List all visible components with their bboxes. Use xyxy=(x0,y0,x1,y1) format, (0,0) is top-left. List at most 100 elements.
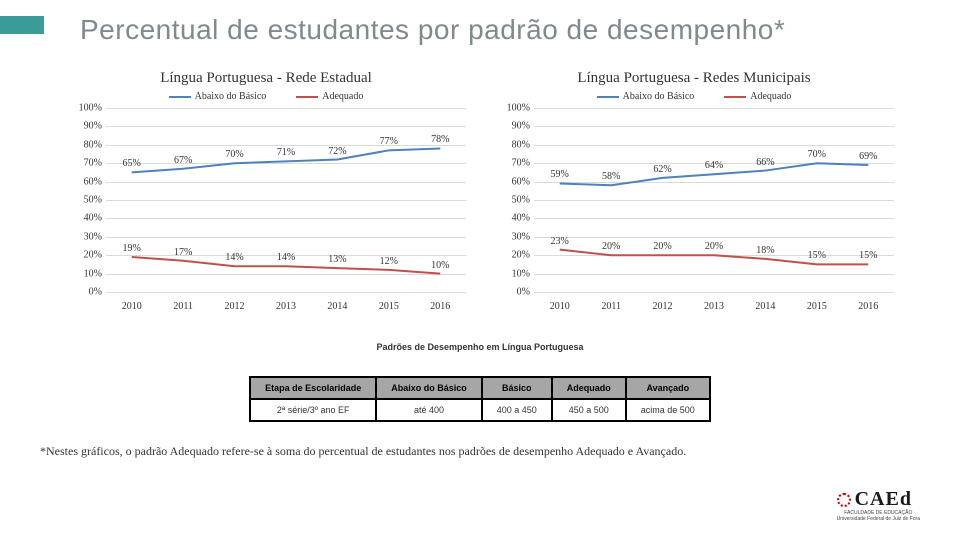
th-avancado: Avançado xyxy=(626,377,710,399)
y-tick-label: 50% xyxy=(494,195,530,206)
td-basico: 400 a 450 xyxy=(482,399,552,421)
x-tick-label: 2014 xyxy=(740,296,791,318)
y-tick-label: 100% xyxy=(494,103,530,114)
y-tick-label: 100% xyxy=(66,103,102,114)
gridline xyxy=(106,292,466,293)
data-label: 20% xyxy=(653,241,671,252)
data-label: 78% xyxy=(431,134,449,145)
legend-item-adequado: Adequado xyxy=(296,91,363,102)
x-tick-label: 2010 xyxy=(534,296,585,318)
x-tick-label: 2011 xyxy=(157,296,208,318)
standards-table: Etapa de Escolaridade Abaixo do Básico B… xyxy=(249,376,711,422)
legend-swatch-s1 xyxy=(169,96,191,98)
data-label: 17% xyxy=(174,247,192,258)
x-tick-label: 2016 xyxy=(843,296,894,318)
table-row: 2ª série/3º ano EF até 400 400 a 450 450… xyxy=(250,399,710,421)
x-tick-label: 2015 xyxy=(791,296,842,318)
legend-swatch-s2 xyxy=(296,96,318,98)
plot-area: 59%58%62%64%66%70%69%23%20%20%20%18%15%1… xyxy=(534,108,894,292)
charts-row: Língua Portuguesa - Rede Estadual Abaixo… xyxy=(40,70,920,318)
x-tick-label: 2012 xyxy=(637,296,688,318)
td-avancado: acima de 500 xyxy=(626,399,710,421)
y-tick-label: 70% xyxy=(494,158,530,169)
chart2: 0%10%20%30%40%50%60%70%80%90%100%2010201… xyxy=(494,108,894,318)
data-label: 12% xyxy=(380,256,398,267)
td-etapa: 2ª série/3º ano EF xyxy=(250,399,376,421)
y-tick-label: 30% xyxy=(66,231,102,242)
footnote: *Nestes gráficos, o padrão Adequado refe… xyxy=(40,444,920,459)
logo-sub2: Universidade Federal de Juiz de Fora xyxy=(837,517,920,523)
logo-dot-icon xyxy=(837,493,851,507)
chart1-title: Língua Portuguesa - Rede Estadual xyxy=(66,70,466,87)
slide-page: Percentual de estudantes por padrão de d… xyxy=(0,0,960,540)
accent-bar xyxy=(0,16,44,34)
x-tick-label: 2016 xyxy=(415,296,466,318)
y-tick-label: 60% xyxy=(66,176,102,187)
x-tick-label: 2011 xyxy=(585,296,636,318)
td-adequado: 450 a 500 xyxy=(552,399,626,421)
data-label: 15% xyxy=(859,250,877,261)
y-tick-label: 10% xyxy=(66,268,102,279)
y-tick-label: 40% xyxy=(66,213,102,224)
plot-area: 65% 67% 70% 71% 72% 77% 78% 19% 17% 14% 14% 13% 12% 1… xyxy=(106,108,466,292)
y-tick-label: 40% xyxy=(494,213,530,224)
page-title: Percentual de estudantes por padrão de d… xyxy=(80,14,920,46)
data-label: 19% xyxy=(123,243,141,254)
standards-caption: Padrões de Desempenho em Língua Portugue… xyxy=(40,342,920,352)
series-svg xyxy=(534,108,894,292)
legend-swatch-s2-2 xyxy=(724,96,746,98)
x-axis: 2010201120122013201420152016 xyxy=(534,296,894,318)
y-tick-label: 70% xyxy=(66,158,102,169)
data-label: 14% xyxy=(225,252,243,263)
th-abaixo: Abaixo do Básico xyxy=(376,377,482,399)
chart1-legend: Abaixo do Básico Adequado xyxy=(66,91,466,102)
logo-main: CAEd xyxy=(837,488,920,511)
data-label: 18% xyxy=(756,245,774,256)
y-tick-label: 90% xyxy=(494,121,530,132)
y-tick-label: 0% xyxy=(66,287,102,298)
data-label: 62% xyxy=(653,164,671,175)
data-label: 13% xyxy=(328,254,346,265)
chart-right-col: Língua Portuguesa - Redes Municipais Aba… xyxy=(494,70,894,318)
y-tick-label: 80% xyxy=(66,139,102,150)
data-label: 72% xyxy=(328,146,346,157)
legend-label-s2-2: Adequado xyxy=(750,91,791,102)
y-tick-label: 30% xyxy=(494,231,530,242)
x-tick-label: 2013 xyxy=(688,296,739,318)
legend-item-abaixo: Abaixo do Básico xyxy=(169,91,267,102)
y-tick-label: 20% xyxy=(66,250,102,261)
x-tick-label: 2013 xyxy=(260,296,311,318)
y-tick-label: 50% xyxy=(66,195,102,206)
logo: CAEd FACULDADE DE EDUCAÇÃO Universidade … xyxy=(837,488,920,522)
th-etapa: Etapa de Escolaridade xyxy=(250,377,376,399)
legend-item-abaixo-2: Abaixo do Básico xyxy=(597,91,695,102)
data-label: 23% xyxy=(551,236,569,247)
data-label: 70% xyxy=(225,149,243,160)
legend-item-adequado-2: Adequado xyxy=(724,91,791,102)
data-label: 58% xyxy=(602,171,620,182)
data-label: 67% xyxy=(174,155,192,166)
data-label: 77% xyxy=(380,136,398,147)
chart2-title: Língua Portuguesa - Redes Municipais xyxy=(494,70,894,87)
data-label: 59% xyxy=(551,169,569,180)
legend-label-s1: Abaixo do Básico xyxy=(195,91,267,102)
data-label: 66% xyxy=(756,157,774,168)
data-label: 10% xyxy=(431,260,449,271)
data-label: 65% xyxy=(123,158,141,169)
x-tick-label: 2014 xyxy=(312,296,363,318)
legend-label-s2: Adequado xyxy=(322,91,363,102)
data-label: 70% xyxy=(808,149,826,160)
chart-left-col: Língua Portuguesa - Rede Estadual Abaixo… xyxy=(66,70,466,318)
data-label: 14% xyxy=(277,252,295,263)
data-label: 20% xyxy=(602,241,620,252)
y-tick-label: 80% xyxy=(494,139,530,150)
legend-swatch-s1-2 xyxy=(597,96,619,98)
logo-text: CAEd xyxy=(855,488,912,511)
gridline xyxy=(534,292,894,293)
y-tick-label: 90% xyxy=(66,121,102,132)
data-label: 71% xyxy=(277,147,295,158)
y-tick-label: 10% xyxy=(494,268,530,279)
data-label: 20% xyxy=(705,241,723,252)
data-label: 69% xyxy=(859,151,877,162)
td-abaixo: até 400 xyxy=(376,399,482,421)
